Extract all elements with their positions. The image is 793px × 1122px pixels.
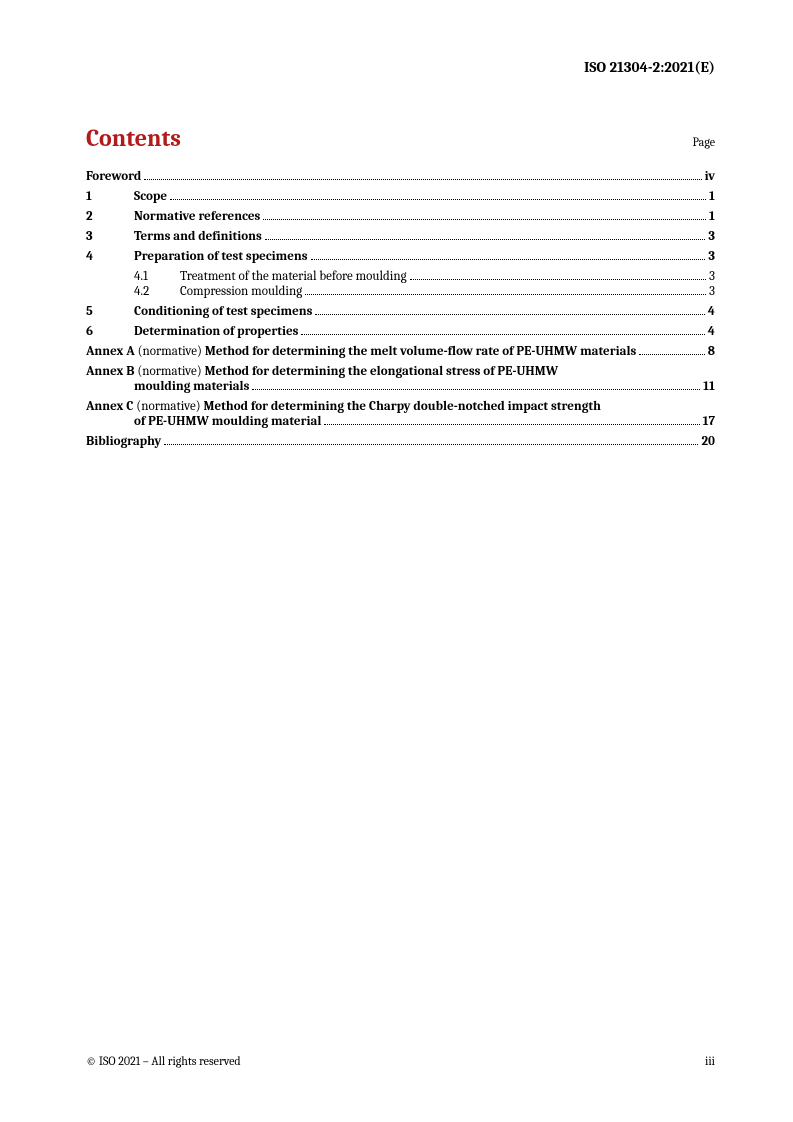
leader-dots <box>164 436 698 445</box>
toc-label: Foreword <box>86 170 141 183</box>
toc-entry-bibliography: Bibliography 20 <box>86 435 715 448</box>
toc-entry-2: 2 Normative references 1 <box>86 210 715 223</box>
document-id: ISO 21304-2:2021(E) <box>86 58 715 76</box>
toc-entry-annex-b: Annex B (normative) Method for determini… <box>86 365 715 378</box>
title-row: Contents Page <box>86 124 715 152</box>
toc-page: 3 <box>709 285 715 298</box>
toc-entry-6: 6 Determination of properties 4 <box>86 325 715 338</box>
toc-label: Bibliography <box>86 435 161 448</box>
toc-page: 1 <box>709 190 715 203</box>
toc-label: Determination of properties <box>134 325 298 338</box>
toc-label: Compression moulding <box>180 285 302 298</box>
page-footer: © ISO 2021 – All rights reserved iii <box>86 1054 715 1068</box>
toc-page: 3 <box>708 230 715 243</box>
toc-label: Annex B (normative) Method for determini… <box>86 365 558 378</box>
toc-number: 5 <box>86 305 134 318</box>
toc-subnumber: 4.1 <box>134 270 180 283</box>
annex-normative: (normative) <box>134 364 204 379</box>
table-of-contents: Foreword iv 1 Scope 1 2 Normative refere… <box>86 170 715 448</box>
leader-dots <box>144 171 701 180</box>
leader-dots <box>170 191 706 200</box>
toc-page: 17 <box>703 415 715 428</box>
leader-dots <box>252 381 700 390</box>
annex-normative: (normative) <box>135 344 205 359</box>
annex-prefix: Annex C <box>86 399 133 414</box>
toc-number: 3 <box>86 230 134 243</box>
leader-dots <box>265 231 706 240</box>
annex-prefix: Annex A <box>86 344 135 359</box>
toc-number: 2 <box>86 210 134 223</box>
leader-dots <box>305 286 706 295</box>
toc-entry-4-1: 4.1 Treatment of the material before mou… <box>86 270 715 283</box>
toc-entry-4: 4 Preparation of test specimens 3 <box>86 250 715 263</box>
page-number: iii <box>705 1054 715 1068</box>
toc-page: 3 <box>708 250 715 263</box>
toc-page: 3 <box>709 270 715 283</box>
leader-dots <box>639 346 705 355</box>
toc-page: 1 <box>709 210 715 223</box>
toc-entry-annex-a: Annex A (normative) Method for determini… <box>86 345 715 358</box>
annex-title-line1: Method for determining the Charpy double… <box>204 399 601 414</box>
toc-page: 8 <box>708 345 715 358</box>
leader-dots <box>324 416 699 425</box>
toc-label: Annex C (normative) Method for determini… <box>86 400 601 413</box>
toc-entry-annex-c: Annex C (normative) Method for determini… <box>86 400 715 413</box>
toc-entry-1: 1 Scope 1 <box>86 190 715 203</box>
toc-label: Terms and definitions <box>134 230 262 243</box>
toc-number: 4 <box>86 250 134 263</box>
annex-title-line1: Method for determining the elongational … <box>205 364 559 379</box>
toc-page: 4 <box>708 305 715 318</box>
toc-entry-annex-c-cont: of PE-UHMW moulding material 17 <box>86 415 715 428</box>
leader-dots <box>311 251 706 260</box>
toc-label: Treatment of the material before mouldin… <box>180 270 407 283</box>
page: ISO 21304-2:2021(E) Contents Page Forewo… <box>0 0 793 1122</box>
toc-page: 20 <box>701 435 715 448</box>
leader-dots <box>315 306 704 315</box>
toc-entry-3: 3 Terms and definitions 3 <box>86 230 715 243</box>
toc-entry-annex-b-cont: moulding materials 11 <box>86 380 715 393</box>
page-column-label: Page <box>693 135 715 149</box>
toc-label: Normative references <box>134 210 260 223</box>
toc-page: 11 <box>703 380 715 393</box>
toc-entry-4-2: 4.2 Compression moulding 3 <box>86 285 715 298</box>
leader-dots <box>410 271 706 280</box>
contents-title: Contents <box>86 124 181 152</box>
annex-title-line2: of PE-UHMW moulding material <box>134 415 321 428</box>
leader-dots <box>263 211 706 220</box>
leader-dots <box>301 326 704 335</box>
toc-label: Scope <box>134 190 167 203</box>
toc-entry-foreword: Foreword iv <box>86 170 715 183</box>
toc-label: Annex A (normative) Method for determini… <box>86 345 636 358</box>
annex-normative: (normative) <box>133 399 203 414</box>
toc-number: 6 <box>86 325 134 338</box>
toc-page: 4 <box>708 325 715 338</box>
annex-prefix: Annex B <box>86 364 134 379</box>
annex-title-line2: moulding materials <box>134 380 249 393</box>
toc-subnumber: 4.2 <box>134 285 180 298</box>
toc-entry-5: 5 Conditioning of test specimens 4 <box>86 305 715 318</box>
toc-label: Preparation of test specimens <box>134 250 308 263</box>
toc-label: Conditioning of test specimens <box>134 305 312 318</box>
toc-page: iv <box>705 170 715 183</box>
annex-title: Method for determining the melt volume-f… <box>205 344 636 359</box>
toc-number: 1 <box>86 190 134 203</box>
copyright-text: © ISO 2021 – All rights reserved <box>86 1054 241 1068</box>
